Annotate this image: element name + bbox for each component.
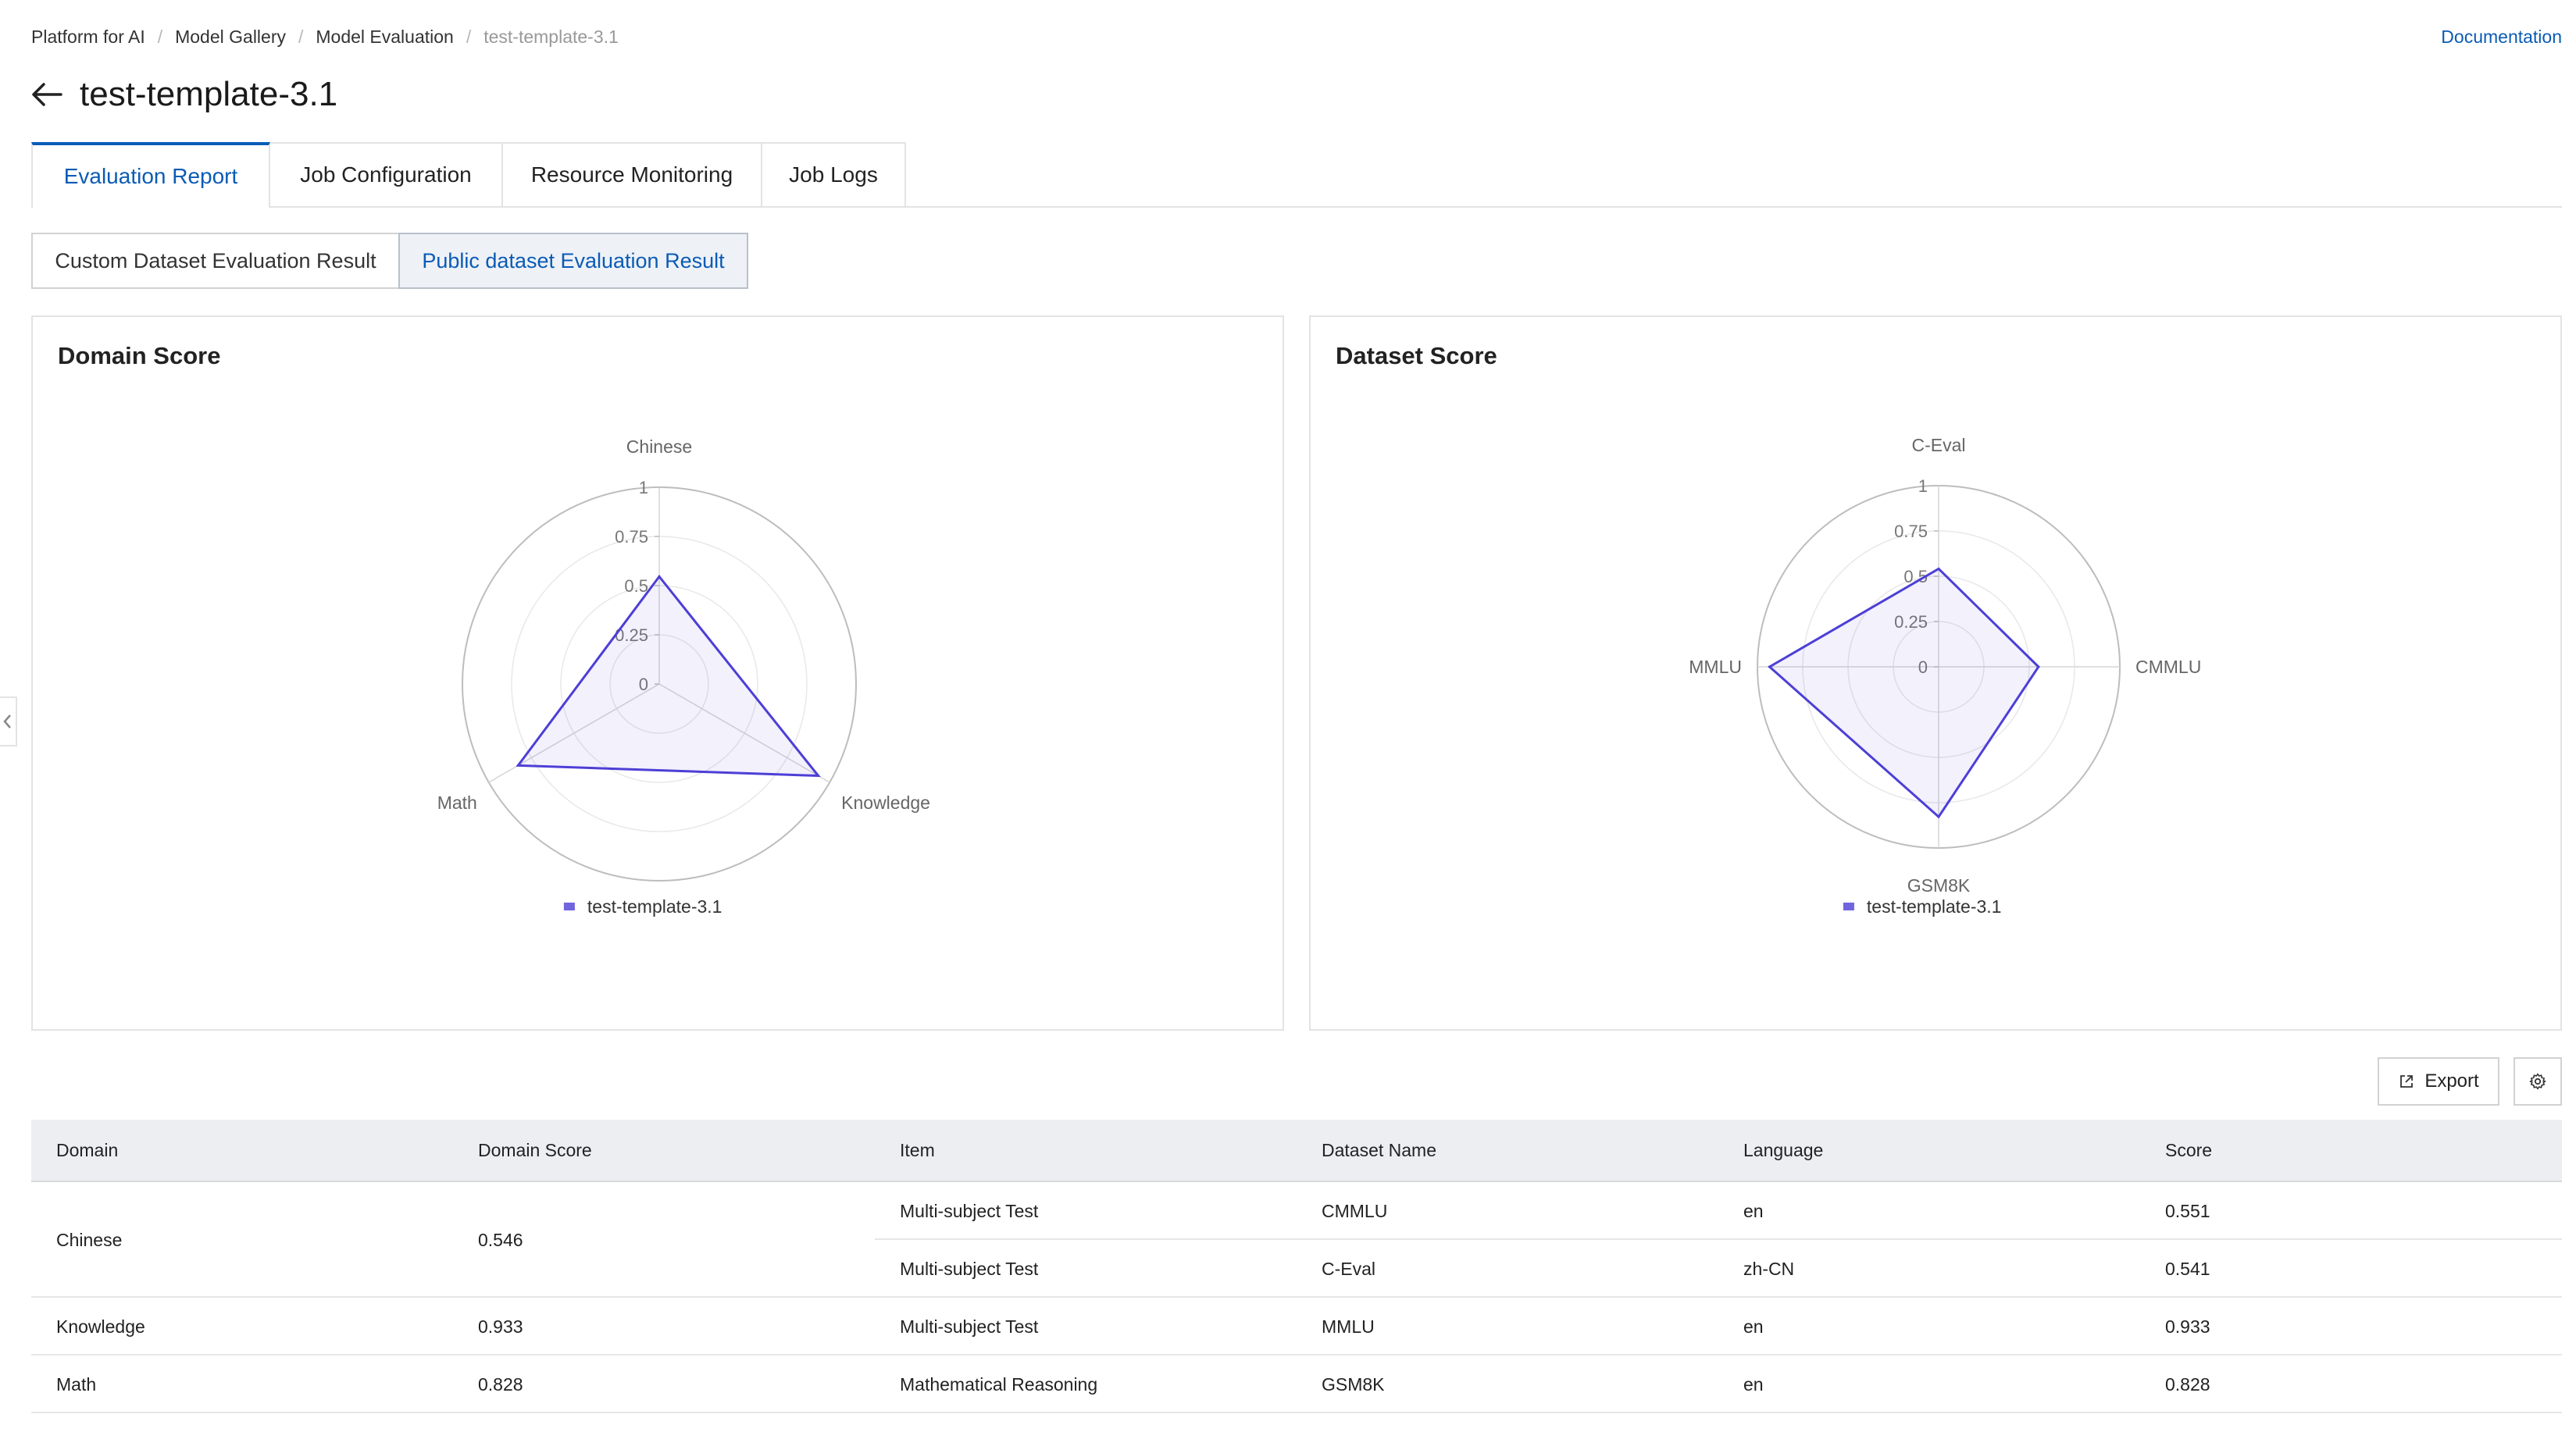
radar-point-cmmlu <box>2037 665 2040 668</box>
breadcrumb-separator: / <box>298 27 304 47</box>
radar-tick-label: 0.25 <box>1894 612 1928 632</box>
item-cell: Multi-subject Test <box>900 1259 1039 1279</box>
tab-evaluation-report[interactable]: Evaluation Report <box>31 142 270 208</box>
documentation-link[interactable]: Documentation <box>2441 27 2562 47</box>
breadcrumb-separator: / <box>466 27 472 47</box>
radar-series-test-template-3-1 <box>1767 567 2040 819</box>
item-cell: Multi-subject Test <box>900 1201 1039 1221</box>
chevron-left-icon <box>3 714 11 728</box>
tab-job-logs[interactable]: Job Logs <box>762 142 906 206</box>
score-cell: 0.828 <box>2165 1374 2210 1395</box>
sidebar-expand-handle[interactable] <box>0 696 17 746</box>
radar-indicator-knowledge: Knowledge <box>841 793 930 813</box>
title-row: test-template-3.1 <box>30 75 337 114</box>
table-row: Knowledge 0.933 Multi-subject Test MMLU … <box>31 1298 2562 1355</box>
domain-score-cell: 0.828 <box>478 1374 523 1395</box>
public-dataset-result-toggle[interactable]: Public dataset Evaluation Result <box>398 233 748 289</box>
domain-score-radar-chart: 00.250.50.751ChineseKnowledgeMathtest-te… <box>437 436 930 917</box>
tab-job-configuration[interactable]: Job Configuration <box>270 142 503 206</box>
radar-point-math <box>516 764 519 767</box>
legend-swatch <box>563 903 575 910</box>
radar-tick-label: 0.5 <box>624 576 648 596</box>
domain-cell: Knowledge <box>56 1316 145 1337</box>
breadcrumb: Platform for AI / Model Gallery / Model … <box>31 27 619 48</box>
radar-indicator-math: Math <box>437 793 477 813</box>
export-label: Export <box>2424 1070 2479 1092</box>
language-cell: en <box>1743 1201 1764 1221</box>
table-row: Multi-subject Test C-Eval zh-CN 0.541 <box>875 1240 2562 1296</box>
language-cell: zh-CN <box>1743 1259 1795 1279</box>
legend-label: test-template-3.1 <box>587 896 722 917</box>
language-cell: en <box>1743 1316 1764 1337</box>
score-cell: 0.551 <box>2165 1201 2210 1221</box>
language-cell: en <box>1743 1374 1764 1395</box>
radar-tick-label: 1 <box>639 478 648 497</box>
domain-score-cell: 0.546 <box>478 1230 523 1250</box>
dataset-score-title: Dataset Score <box>1336 342 1497 369</box>
radar-indicator-mmlu: MMLU <box>1689 657 1742 677</box>
page-title: test-template-3.1 <box>80 75 338 113</box>
table-row: Multi-subject Test CMMLU en 0.551 <box>875 1182 2562 1240</box>
radar-axis-line <box>658 683 830 783</box>
domain-cell: Math <box>56 1374 97 1395</box>
radar-indicator-gsm8k: GSM8K <box>1907 875 1971 896</box>
radar-tick-label: 1 <box>1918 476 1928 496</box>
breadcrumb-model-gallery[interactable]: Model Gallery <box>175 27 286 47</box>
breadcrumb-model-evaluation[interactable]: Model Evaluation <box>316 27 454 47</box>
domain-cell: Chinese <box>56 1230 123 1250</box>
dataset-score-card: Dataset Score 00.250.50.751C-EvalCMMLUGS… <box>1309 315 2562 1031</box>
gear-icon <box>2529 1073 2546 1090</box>
column-header-item: Item <box>900 1140 935 1160</box>
domain-score-card: Domain Score 00.250.50.751ChineseKnowled… <box>31 315 1284 1031</box>
table-row-group: Chinese 0.546 Multi-subject Test CMMLU e… <box>31 1182 2562 1298</box>
dataset-cell: GSM8K <box>1322 1374 1385 1395</box>
export-button[interactable]: Export <box>2378 1057 2499 1106</box>
radar-indicator-chinese: Chinese <box>626 436 692 457</box>
radar-indicator-c-eval: C-Eval <box>1911 435 1965 455</box>
external-export-icon <box>2400 1075 2414 1088</box>
radar-indicator-cmmlu: CMMLU <box>2135 657 2201 677</box>
legend-swatch <box>1843 903 1854 910</box>
column-header-score: Score <box>2165 1140 2213 1160</box>
domain-score-cell: 0.933 <box>478 1316 523 1337</box>
tab-resource-monitoring[interactable]: Resource Monitoring <box>503 142 762 206</box>
column-header-domain-score: Domain Score <box>478 1140 592 1160</box>
column-header-dataset-name: Dataset Name <box>1322 1140 1437 1160</box>
column-header-domain: Domain <box>56 1140 119 1160</box>
radar-tick-label: 0.75 <box>1894 522 1928 541</box>
radar-point-knowledge <box>817 775 820 778</box>
breadcrumb-platform[interactable]: Platform for AI <box>31 27 145 47</box>
breadcrumb-current: test-template-3.1 <box>483 27 619 47</box>
dataset-score-radar-chart: 00.250.50.751C-EvalCMMLUGSM8KMMLUtest-te… <box>1689 435 2201 917</box>
table-header: Domain Domain Score Item Dataset Name La… <box>31 1120 2562 1182</box>
radar-point-chinese <box>658 575 661 578</box>
dataset-cell: MMLU <box>1322 1316 1375 1337</box>
radar-point-gsm8k <box>1937 815 1940 818</box>
custom-dataset-result-toggle[interactable]: Custom Dataset Evaluation Result <box>31 233 400 289</box>
table-row: Math 0.828 Mathematical Reasoning GSM8K … <box>31 1355 2562 1413</box>
radar-legend: test-template-3.1 <box>1843 896 2002 917</box>
item-cell: Mathematical Reasoning <box>900 1374 1098 1395</box>
breadcrumb-separator: / <box>157 27 163 47</box>
dataset-cell: CMMLU <box>1322 1201 1388 1221</box>
radar-tick-label: 0 <box>1918 657 1928 677</box>
table-settings-button[interactable] <box>2514 1057 2562 1106</box>
score-cell: 0.541 <box>2165 1259 2210 1279</box>
evaluation-results-table: Domain Domain Score Item Dataset Name La… <box>31 1120 2562 1413</box>
radar-point-c-eval <box>1937 567 1940 570</box>
radar-point-mmlu <box>1768 665 1771 668</box>
column-header-language: Language <box>1743 1140 1824 1160</box>
tab-bar: Evaluation Report Job Configuration Reso… <box>31 142 2562 208</box>
radar-tick-label: 0.75 <box>615 527 648 547</box>
radar-series-test-template-3-1 <box>516 574 821 778</box>
back-arrow-icon[interactable] <box>30 77 64 112</box>
item-cell: Multi-subject Test <box>900 1316 1039 1337</box>
radar-tick-label: 0 <box>639 675 648 694</box>
legend-label: test-template-3.1 <box>1867 896 2002 917</box>
score-cell: 0.933 <box>2165 1316 2210 1337</box>
dataset-cell: C-Eval <box>1322 1259 1376 1279</box>
radar-legend: test-template-3.1 <box>563 896 722 917</box>
domain-score-title: Domain Score <box>58 342 221 369</box>
